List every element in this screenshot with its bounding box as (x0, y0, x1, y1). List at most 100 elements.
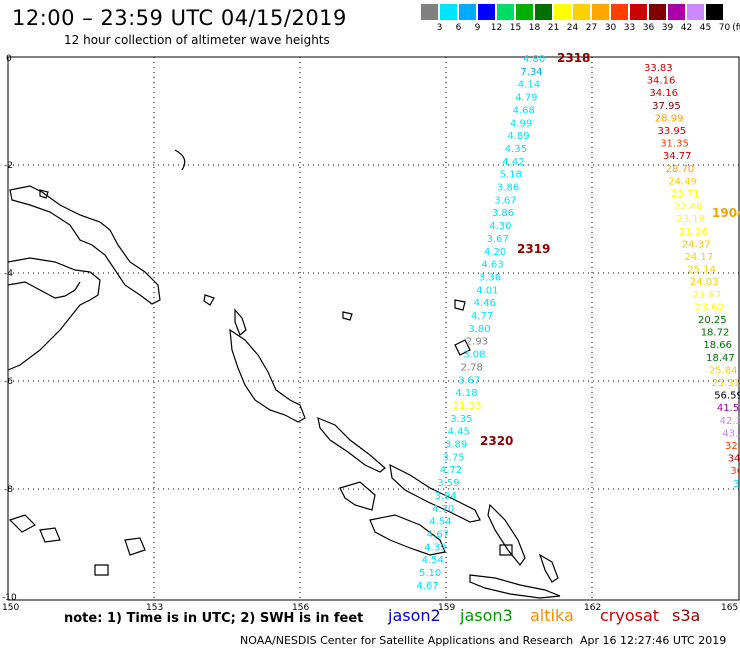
legend-tick: 18 (528, 23, 541, 33)
swh-value: 3.89 (445, 440, 467, 451)
swh-value: 3.67 (458, 375, 480, 386)
islet-b (203, 294, 215, 306)
swh-value: 4.35 (505, 144, 527, 155)
legend-swatch (440, 4, 457, 20)
swh-value: 4.79 (515, 93, 537, 104)
guadalcanal-coast (369, 514, 446, 556)
swh-value: 21.87 (693, 290, 722, 301)
swh-value: 24.49 (668, 176, 697, 187)
legend-tick: 3 (436, 23, 443, 33)
swh-value: 18.72 (701, 328, 730, 339)
islet-f (124, 537, 146, 556)
legend-tick: 70 (718, 23, 731, 33)
bougainville-coast (229, 328, 306, 423)
swh-value: 21.33 (453, 401, 482, 412)
islet-d (454, 299, 466, 311)
footnote: note: 1) Time is in UTC; 2) SWH is in fe… (64, 611, 364, 626)
pass-label-2319: 2319 (517, 242, 550, 256)
swh-value: 34.16 (647, 76, 676, 87)
swh-value: 18.47 (706, 353, 735, 364)
legend-tick: 24 (566, 23, 579, 33)
y-tick-label: -2 (4, 161, 13, 171)
y-tick-label: 0 (6, 54, 12, 64)
swh-value: 3.67 (487, 234, 509, 245)
new-britain-coast (7, 257, 101, 371)
x-tick-label: 165 (721, 603, 738, 613)
swh-value: 3.67 (494, 195, 516, 206)
swh-value: 42.3 (720, 416, 740, 427)
pass-label-2320: 2320 (480, 434, 513, 448)
swh-value: 33.95 (658, 126, 687, 137)
map-title: 12:00 – 23:59 UTC 04/15/2019 (12, 6, 347, 30)
swh-value: 4.54 (429, 517, 451, 528)
satellite-label-altika: altika (530, 606, 574, 625)
legend-tick: 42 (680, 23, 693, 33)
swh-value: 32. (725, 441, 740, 452)
swh-value: 30 (730, 466, 740, 477)
swh-value: 4.42 (502, 157, 524, 168)
legend-swatch (573, 4, 590, 20)
swh-value: 4.68 (513, 105, 535, 116)
swh-value: 34.16 (649, 88, 678, 99)
pass-label-2318: 2318 (557, 51, 590, 65)
swh-value: 43.5 (722, 428, 740, 439)
islet-i (39, 527, 61, 543)
swh-value: 21.26 (679, 227, 708, 238)
malaita-coast (487, 503, 526, 566)
swh-value: 37.95 (652, 101, 681, 112)
legend-tick: 30 (604, 23, 617, 33)
santa-isabel-coast (389, 463, 481, 523)
legend-tick: 39 (661, 23, 674, 33)
swh-value: 4.67 (427, 530, 449, 541)
legend-tick: 6 (455, 23, 462, 33)
swh-value: 31.35 (660, 139, 689, 150)
swh-value: 20.25 (698, 315, 727, 326)
bougainville-north-coast (234, 308, 247, 336)
swh-value: 4.72 (440, 465, 462, 476)
swh-value: 23.71 (671, 189, 700, 200)
swh-value: 3.80 (468, 324, 490, 335)
new-georgia-coast (339, 481, 376, 511)
x-tick-label: 159 (438, 603, 455, 613)
satellite-label-jason3: jason3 (460, 606, 513, 625)
x-tick-label: 162 (584, 603, 601, 613)
legend-swatch (478, 4, 495, 20)
swh-value: 3.36 (479, 272, 501, 283)
swh-value: 4.20 (484, 247, 506, 258)
swh-value: 4.14 (518, 80, 540, 91)
swh-value: 4.77 (471, 311, 493, 322)
swh-value: 34 (728, 454, 740, 465)
islet-k (39, 189, 49, 199)
swh-value: 4.30 (489, 221, 511, 232)
legend-swatch (516, 4, 533, 20)
swh-value: 33.83 (644, 63, 673, 74)
swh-value: 3.86 (492, 208, 514, 219)
swh-value: 18.66 (703, 340, 732, 351)
swh-value: 4.99 (510, 118, 532, 129)
x-tick-label: 153 (146, 603, 163, 613)
islet-h (8, 514, 36, 533)
legend-swatch (421, 4, 438, 20)
legend-tick: 12 (490, 23, 503, 33)
legend-swatch (592, 4, 609, 20)
swh-value: 4.18 (455, 388, 477, 399)
swh-value: 25.84 (709, 365, 738, 376)
legend-swatch (706, 4, 723, 20)
legend-swatch (535, 4, 552, 20)
y-tick-label: -8 (4, 485, 13, 495)
legend-swatch (649, 4, 666, 20)
legend-tick: 27 (585, 23, 598, 33)
swh-value: 4.63 (481, 260, 503, 271)
swh-value: 4.46 (474, 298, 496, 309)
swh-value: 3 (733, 479, 739, 490)
swh-value: 4.54 (422, 555, 444, 566)
legend-swatch (554, 4, 571, 20)
swh-value: 3.08 (463, 350, 485, 361)
map-frame (7, 56, 740, 601)
swh-value: 34.77 (663, 151, 692, 162)
swh-value: 24.17 (685, 252, 714, 263)
swh-value: 28.99 (655, 113, 684, 124)
choiseul-coast (317, 417, 386, 473)
swh-value: 3.59 (437, 478, 459, 489)
